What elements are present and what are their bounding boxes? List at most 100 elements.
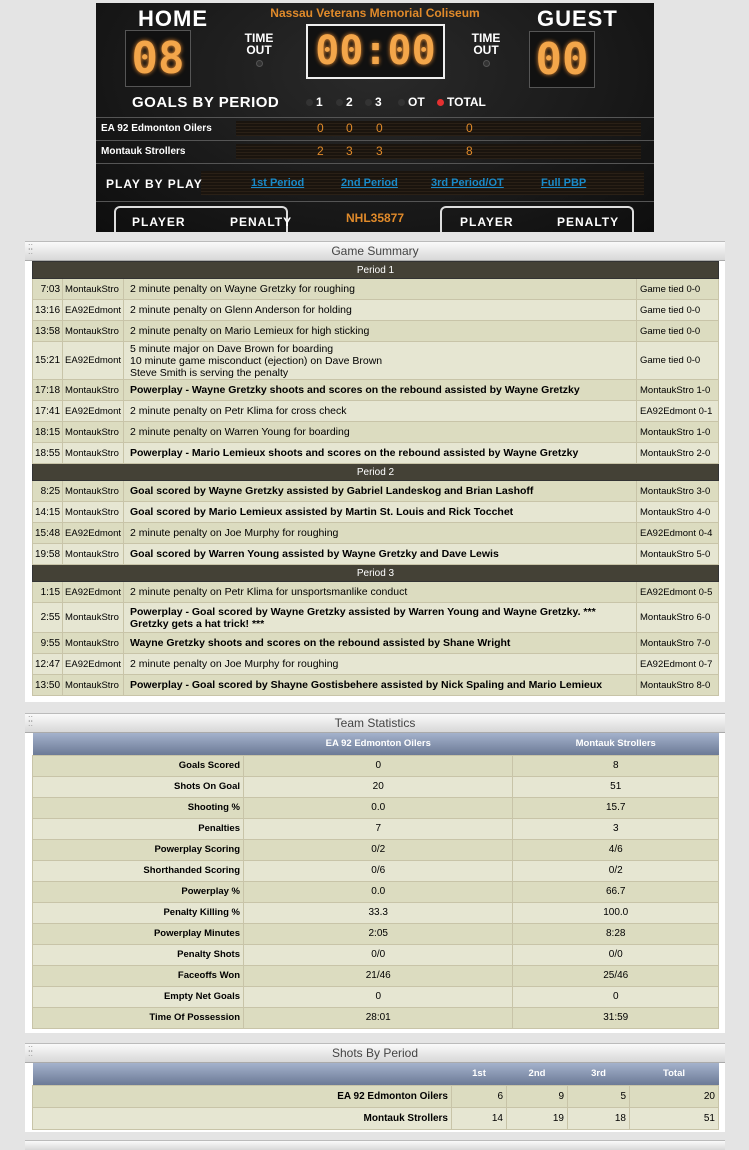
event-score: Game tied 0-0 bbox=[636, 299, 719, 321]
guest-score: 00 bbox=[529, 31, 595, 88]
table-row: Faceoffs Won 21/46 25/46 bbox=[32, 964, 719, 987]
table-row: 13:50 MontaukStro Powerplay - Goal scored … bbox=[31, 674, 719, 696]
event-team: EA92Edmont bbox=[62, 581, 125, 603]
table-row: 12:47 EA92Edmont 2 minute penalty on Joe M… bbox=[31, 653, 719, 675]
event-score: MontaukStro 3-0 bbox=[636, 480, 719, 502]
drag-handle-icon[interactable]: :::: bbox=[28, 1043, 34, 1058]
event-score: MontaukStro 1-0 bbox=[636, 421, 719, 443]
event-score: MontaukStro 7-0 bbox=[636, 632, 719, 654]
stat-label: Time Of Possession bbox=[32, 1006, 244, 1029]
goals-by-period-label: GOALS BY PERIOD bbox=[132, 94, 280, 111]
stat-value: 8:28 bbox=[512, 922, 719, 945]
stat-label: Shooting % bbox=[32, 796, 244, 819]
period-title: Period 2 bbox=[32, 463, 719, 481]
table-header: 1st 2nd 3rd Total bbox=[32, 1063, 719, 1085]
panel-title: Game Summary bbox=[331, 244, 419, 258]
period-header: Period 2 bbox=[32, 463, 719, 481]
event-time: 8:25 bbox=[31, 480, 64, 502]
period-title: Period 1 bbox=[32, 261, 719, 279]
event-description: Goal scored by Wayne Gretzky assisted by… bbox=[123, 480, 637, 502]
stat-value: 0.0 bbox=[242, 796, 514, 819]
event-time: 17:18 bbox=[31, 379, 64, 401]
stat-value: 0 bbox=[242, 985, 514, 1008]
stat-value: 100.0 bbox=[512, 901, 719, 924]
team-name: Montauk Strollers bbox=[32, 1106, 452, 1130]
period-label: TOTAL bbox=[447, 95, 486, 109]
event-team: MontaukStro bbox=[62, 379, 125, 401]
table-row: 14:15 MontaukStro Goal scored by Mario Lem… bbox=[31, 501, 719, 523]
event-team: MontaukStro bbox=[62, 320, 125, 342]
table-row: Shots On Goal 20 51 bbox=[32, 775, 719, 798]
stat-value: 28:01 bbox=[242, 1006, 514, 1029]
event-score: MontaukStro 5-0 bbox=[636, 543, 719, 565]
link-3rd-period-ot[interactable]: 3rd Period/OT bbox=[431, 177, 504, 189]
event-team: MontaukStro bbox=[62, 501, 125, 523]
link-2nd-period[interactable]: 2nd Period bbox=[341, 177, 398, 189]
period-goals: 0 bbox=[346, 121, 353, 135]
stat-label: Faceoffs Won bbox=[32, 964, 244, 987]
event-description: 2 minute penalty on Petr Klima for unspo… bbox=[123, 581, 637, 603]
table-row: Penalties 7 3 bbox=[32, 817, 719, 840]
stat-value: 66.7 bbox=[512, 880, 719, 903]
table-row: Goals Scored 0 8 bbox=[32, 754, 719, 777]
stat-value: 2:05 bbox=[242, 922, 514, 945]
event-description: Wayne Gretzky shoots and scores on the r… bbox=[123, 632, 637, 654]
period-label: 3 bbox=[375, 95, 382, 109]
stat-value: 25/46 bbox=[512, 964, 719, 987]
panel-header: :::: Team Statistics bbox=[25, 713, 725, 733]
column-header: 1st bbox=[451, 1063, 507, 1085]
event-description: 2 minute penalty on Warren Young for boa… bbox=[123, 421, 637, 443]
shots-value: 9 bbox=[506, 1084, 568, 1108]
table-row: Empty Net Goals 0 0 bbox=[32, 985, 719, 1008]
event-team: MontaukStro bbox=[62, 674, 125, 696]
column-header: Montauk Strollers bbox=[512, 733, 719, 755]
event-time: 17:41 bbox=[31, 400, 64, 422]
stat-label: Powerplay Minutes bbox=[32, 922, 244, 945]
link-full-pbp[interactable]: Full PBP bbox=[541, 177, 587, 189]
event-time: 7:03 bbox=[31, 278, 64, 300]
table-row: EA 92 Edmonton Oilers 6 9 5 20 bbox=[32, 1084, 719, 1108]
link-1st-period[interactable]: 1st Period bbox=[251, 177, 305, 189]
table-row: 17:41 EA92Edmont 2 minute penalty on Petr … bbox=[31, 400, 719, 422]
event-score: EA92Edmont 0-5 bbox=[636, 581, 719, 603]
stat-label: Powerplay % bbox=[32, 880, 244, 903]
stat-value: 33.3 bbox=[242, 901, 514, 924]
shots-by-period-table: 1st 2nd 3rd Total EA 92 Edmonton Oilers 6 9 5 20… bbox=[32, 1063, 719, 1130]
period-label: 1 bbox=[316, 95, 323, 109]
drag-handle-icon[interactable]: :::: bbox=[28, 241, 34, 256]
panel-header: :::: Game Summary bbox=[25, 241, 725, 261]
period-header: Period 1 bbox=[32, 261, 719, 279]
home-timeout-led bbox=[256, 60, 263, 67]
event-score: MontaukStro 1-0 bbox=[636, 379, 719, 401]
period-ot-indicator: OT bbox=[398, 95, 425, 109]
penalty-header: PENALTY bbox=[230, 215, 293, 229]
guest-timeout-led bbox=[483, 60, 490, 67]
column-header: 2nd bbox=[506, 1063, 568, 1085]
table-row: 15:21 EA92Edmont 5 minute major on Dave Br… bbox=[31, 341, 719, 380]
column-header: 3rd bbox=[567, 1063, 630, 1085]
shots-value: 18 bbox=[567, 1106, 630, 1130]
event-team: EA92Edmont bbox=[62, 400, 125, 422]
event-description: 2 minute penalty on Petr Klima for cross… bbox=[123, 400, 637, 422]
event-team: EA92Edmont bbox=[62, 341, 125, 380]
drag-handle-icon[interactable]: :::: bbox=[28, 713, 34, 728]
header-blank bbox=[32, 1063, 452, 1085]
game-clock: 00:00 bbox=[306, 24, 445, 79]
header-blank bbox=[32, 733, 244, 755]
total-goals: 0 bbox=[466, 121, 473, 135]
event-team: MontaukStro bbox=[62, 543, 125, 565]
table-row: 18:55 MontaukStro Powerplay - Mario Lemieu… bbox=[31, 442, 719, 464]
stat-value: 21/46 bbox=[242, 964, 514, 987]
stat-label: Powerplay Scoring bbox=[32, 838, 244, 861]
home-label: HOME bbox=[138, 6, 208, 31]
event-time: 12:47 bbox=[31, 653, 64, 675]
shots-value: 14 bbox=[451, 1106, 507, 1130]
column-header: Total bbox=[629, 1063, 719, 1085]
period-label: OT bbox=[408, 95, 425, 109]
event-time: 18:15 bbox=[31, 421, 64, 443]
event-team: MontaukStro bbox=[62, 602, 125, 633]
table-header: EA 92 Edmonton Oilers Montauk Strollers bbox=[32, 733, 719, 755]
table-row: 1:15 EA92Edmont 2 minute penalty on Petr K… bbox=[31, 581, 719, 603]
event-team: EA92Edmont bbox=[62, 299, 125, 321]
